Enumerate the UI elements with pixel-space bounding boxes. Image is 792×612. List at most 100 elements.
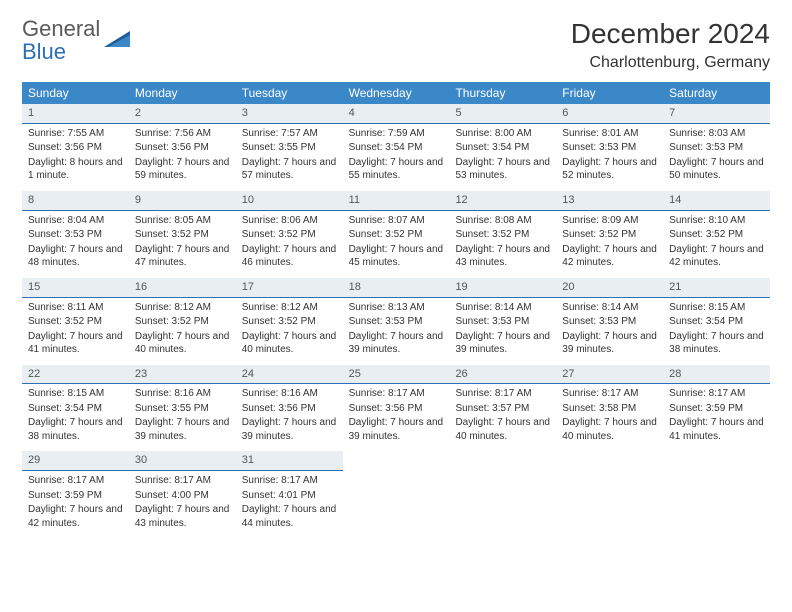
day-number: 18 xyxy=(343,278,450,298)
day-body: Sunrise: 7:55 AMSunset: 3:56 PMDaylight:… xyxy=(22,124,129,190)
sunset-text: Sunset: 3:52 PM xyxy=(669,228,764,242)
daylight-text: Daylight: 7 hours and 43 minutes. xyxy=(455,243,550,270)
daylight-text: Daylight: 7 hours and 40 minutes. xyxy=(242,330,337,357)
day-body: Sunrise: 8:11 AMSunset: 3:52 PMDaylight:… xyxy=(22,298,129,364)
daylight-text: Daylight: 7 hours and 40 minutes. xyxy=(455,416,550,443)
sunset-text: Sunset: 3:59 PM xyxy=(669,402,764,416)
day-number: 1 xyxy=(22,104,129,124)
day-number: 2 xyxy=(129,104,236,124)
day-cell: 26Sunrise: 8:17 AMSunset: 3:57 PMDayligh… xyxy=(449,365,556,452)
day-body: Sunrise: 8:05 AMSunset: 3:52 PMDaylight:… xyxy=(129,211,236,277)
sunset-text: Sunset: 3:52 PM xyxy=(135,228,230,242)
sunset-text: Sunset: 3:54 PM xyxy=(28,402,123,416)
day-cell-empty xyxy=(343,451,450,538)
sunset-text: Sunset: 3:52 PM xyxy=(135,315,230,329)
day-number: 25 xyxy=(343,365,450,385)
week-row: 22 Sunrise: 8:15 AMSunset: 3:54 PM Dayligh… xyxy=(22,365,770,452)
sunset-text: Sunset: 3:59 PM xyxy=(28,489,123,503)
day-body: Sunrise: 8:07 AMSunset: 3:52 PMDaylight:… xyxy=(343,211,450,277)
day-cell: 17Sunrise: 8:12 AMSunset: 3:52 PMDayligh… xyxy=(236,278,343,365)
day-number: 5 xyxy=(449,104,556,124)
sunrise-text: Sunrise: 8:17 AM xyxy=(135,474,230,488)
day-cell: 1Sunrise: 7:55 AMSunset: 3:56 PMDaylight… xyxy=(22,104,129,191)
day-number: 21 xyxy=(663,278,770,298)
day-number: 8 xyxy=(22,191,129,211)
daylight-text: Daylight: 7 hours and 50 minutes. xyxy=(669,156,764,183)
sunset-text: Sunset: 3:56 PM xyxy=(135,141,230,155)
daylight-text: Daylight: 7 hours and 39 minutes. xyxy=(349,330,444,357)
day-cell: 22Sunrise: 8:15 AMSunset: 3:54 PMDayligh… xyxy=(22,365,129,452)
daylight-text: Daylight: 7 hours and 57 minutes. xyxy=(242,156,337,183)
day-body: Sunrise: 8:06 AMSunset: 3:52 PMDaylight:… xyxy=(236,211,343,277)
daylight-text: Daylight: 7 hours and 48 minutes. xyxy=(28,243,123,270)
day-header-cell: Tuesday xyxy=(236,82,343,104)
sunrise-text: Sunrise: 8:17 AM xyxy=(349,387,444,401)
day-cell: 16Sunrise: 8:12 AMSunset: 3:52 PMDayligh… xyxy=(129,278,236,365)
day-number: 12 xyxy=(449,191,556,211)
daylight-text: Daylight: 7 hours and 41 minutes. xyxy=(669,416,764,443)
sunset-text: Sunset: 3:57 PM xyxy=(455,402,550,416)
day-cell: 3Sunrise: 7:57 AMSunset: 3:55 PMDaylight… xyxy=(236,104,343,191)
day-number: 23 xyxy=(129,365,236,385)
daylight-text: Daylight: 7 hours and 43 minutes. xyxy=(135,503,230,530)
day-body: Sunrise: 8:03 AMSunset: 3:53 PMDaylight:… xyxy=(663,124,770,190)
logo-text-general: General xyxy=(22,16,100,41)
day-body: Sunrise: 8:16 AMSunset: 3:56 PMDaylight:… xyxy=(236,384,343,450)
week-row: 8Sunrise: 8:04 AMSunset: 3:53 PMDaylight… xyxy=(22,191,770,278)
sunset-text: Sunset: 3:55 PM xyxy=(135,402,230,416)
daylight-text: Daylight: 7 hours and 39 minutes. xyxy=(562,330,657,357)
day-cell: 24Sunrise: 8:16 AMSunset: 3:56 PMDayligh… xyxy=(236,365,343,452)
daylight-text: Daylight: 7 hours and 39 minutes. xyxy=(455,330,550,357)
day-number: 11 xyxy=(343,191,450,211)
day-cell: 30Sunrise: 8:17 AMSunset: 4:00 PMDayligh… xyxy=(129,451,236,538)
logo-triangle-icon xyxy=(104,29,132,54)
daylight-text: Daylight: 7 hours and 39 minutes. xyxy=(349,416,444,443)
sunrise-text: Sunrise: 8:14 AM xyxy=(455,301,550,315)
sunset-text: Sunset: 3:54 PM xyxy=(455,141,550,155)
sunrise-text: Sunrise: 8:15 AM xyxy=(28,387,123,401)
header: General Blue December 2024 Charlottenbur… xyxy=(22,18,770,72)
day-cell: 20Sunrise: 8:14 AMSunset: 3:53 PMDayligh… xyxy=(556,278,663,365)
day-number: 20 xyxy=(556,278,663,298)
day-cell: 7Sunrise: 8:03 AMSunset: 3:53 PMDaylight… xyxy=(663,104,770,191)
day-number: 22 xyxy=(22,365,129,385)
sunrise-text: Sunrise: 8:17 AM xyxy=(455,387,550,401)
sunrise-text: Sunrise: 8:03 AM xyxy=(669,127,764,141)
day-header-cell: Saturday xyxy=(663,82,770,104)
day-body: Sunrise: 8:12 AMSunset: 3:52 PMDaylight:… xyxy=(129,298,236,364)
daylight-text: Daylight: 7 hours and 42 minutes. xyxy=(562,243,657,270)
day-cell: 23Sunrise: 8:16 AMSunset: 3:55 PMDayligh… xyxy=(129,365,236,452)
calendar-grid: SundayMondayTuesdayWednesdayThursdayFrid… xyxy=(22,82,770,538)
sunrise-text: Sunrise: 8:17 AM xyxy=(242,474,337,488)
daylight-text: Daylight: 8 hours and 1 minute. xyxy=(28,156,123,183)
sunset-text: Sunset: 3:55 PM xyxy=(242,141,337,155)
sunrise-text: Sunrise: 8:14 AM xyxy=(562,301,657,315)
day-cell: 18Sunrise: 8:13 AMSunset: 3:53 PMDayligh… xyxy=(343,278,450,365)
sunset-text: Sunset: 3:52 PM xyxy=(562,228,657,242)
day-body: Sunrise: 8:17 AMSunset: 4:00 PMDaylight:… xyxy=(129,471,236,537)
day-cell: 9Sunrise: 8:05 AMSunset: 3:52 PMDaylight… xyxy=(129,191,236,278)
sunset-text: Sunset: 3:53 PM xyxy=(562,141,657,155)
week-row: 1Sunrise: 7:55 AMSunset: 3:56 PMDaylight… xyxy=(22,104,770,191)
day-number: 9 xyxy=(129,191,236,211)
day-cell-empty xyxy=(556,451,663,538)
day-body: Sunrise: 8:15 AMSunset: 3:54 PMDaylight:… xyxy=(663,298,770,364)
sunset-text: Sunset: 3:54 PM xyxy=(669,315,764,329)
sunrise-text: Sunrise: 8:08 AM xyxy=(455,214,550,228)
daylight-text: Daylight: 7 hours and 53 minutes. xyxy=(455,156,550,183)
daylight-text: Daylight: 7 hours and 42 minutes. xyxy=(669,243,764,270)
day-cell-empty xyxy=(663,451,770,538)
day-number: 29 xyxy=(22,451,129,471)
day-number: 19 xyxy=(449,278,556,298)
day-body: Sunrise: 8:16 AMSunset: 3:55 PMDaylight:… xyxy=(129,384,236,450)
day-cell: 8Sunrise: 8:04 AMSunset: 3:53 PMDaylight… xyxy=(22,191,129,278)
daylight-text: Daylight: 7 hours and 59 minutes. xyxy=(135,156,230,183)
sunset-text: Sunset: 3:53 PM xyxy=(455,315,550,329)
sunset-text: Sunset: 3:52 PM xyxy=(242,315,337,329)
day-number: 15 xyxy=(22,278,129,298)
day-body: Sunrise: 8:00 AMSunset: 3:54 PMDaylight:… xyxy=(449,124,556,190)
month-title: December 2024 xyxy=(571,18,770,50)
sunrise-text: Sunrise: 8:06 AM xyxy=(242,214,337,228)
sunrise-text: Sunrise: 8:12 AM xyxy=(135,301,230,315)
day-cell-empty xyxy=(449,451,556,538)
